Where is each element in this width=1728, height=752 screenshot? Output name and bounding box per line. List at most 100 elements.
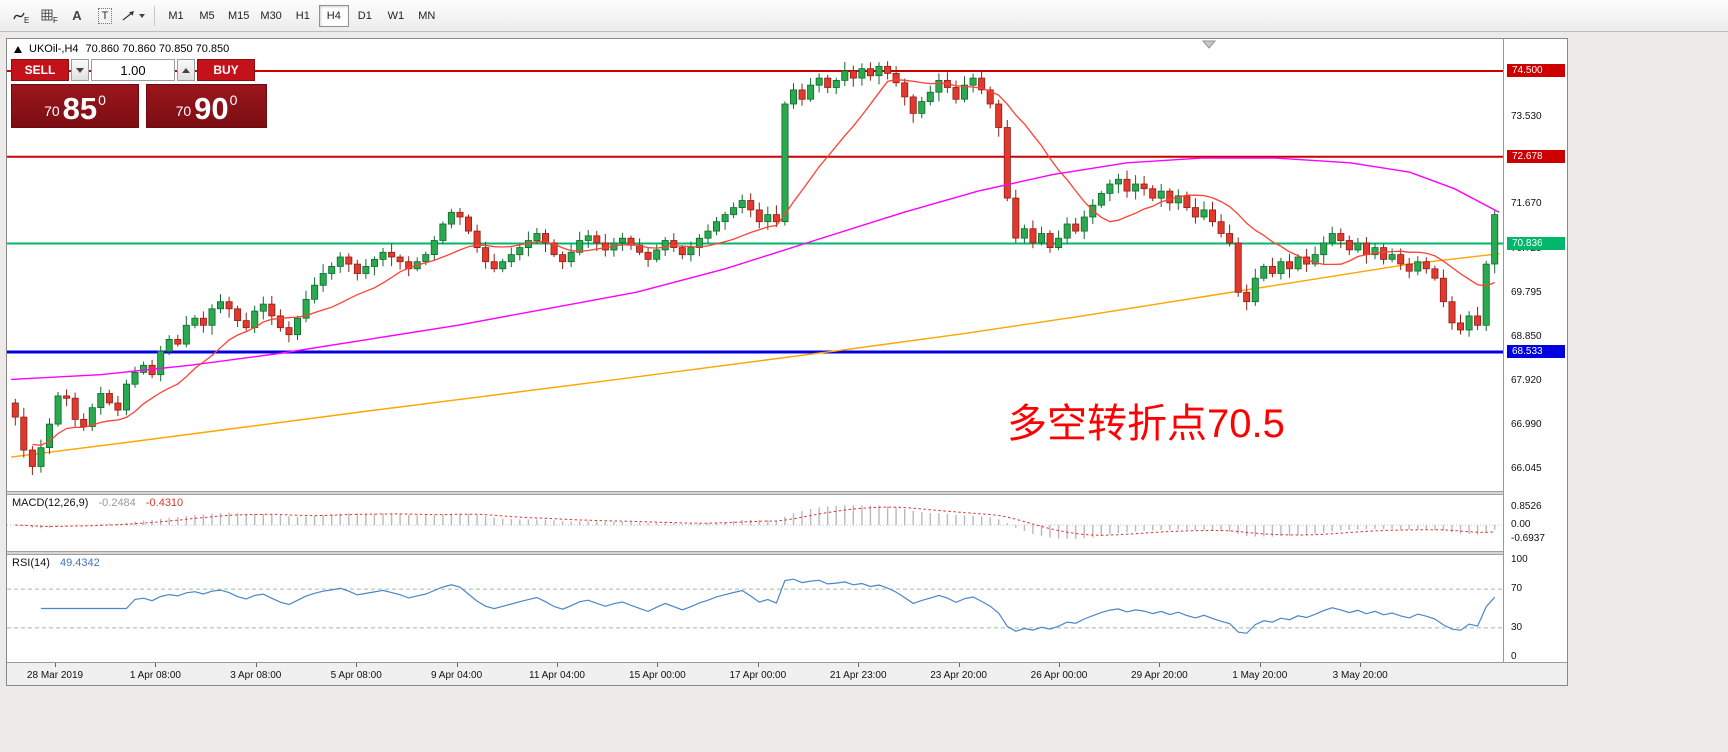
- macd-main-value: -0.2484: [98, 497, 136, 509]
- time-axis-label: 29 Apr 20:00: [1131, 670, 1188, 681]
- time-axis-tick: [356, 663, 358, 667]
- timeframe-button-h4[interactable]: H4: [318, 4, 349, 27]
- time-axis-tick: [255, 663, 257, 667]
- price-axis-tick: 66.990: [1511, 418, 1542, 430]
- ask-sup-digit: 0: [229, 92, 238, 108]
- time-axis-tick: [456, 663, 458, 667]
- timeframe-button-d1[interactable]: D1: [357, 9, 372, 22]
- rsi-canvas[interactable]: [7, 555, 1503, 662]
- ask-big-digits: 90: [194, 91, 229, 126]
- rsi-value: 49.4342: [59, 557, 100, 569]
- time-axis-tick: [1259, 663, 1261, 667]
- volume-decrease-button[interactable]: [71, 59, 89, 81]
- macd-canvas[interactable]: [7, 495, 1503, 551]
- time-axis-tick: [557, 663, 558, 667]
- svg-text:F: F: [53, 16, 58, 25]
- bid-price-display[interactable]: 70 85 0: [11, 84, 139, 128]
- time-axis-tick: [1159, 663, 1161, 667]
- macd-title: MACD(12,26,9): [12, 497, 89, 509]
- price-axis-tick: 68.850: [1511, 331, 1542, 343]
- price-axis-tick: 71.670: [1511, 198, 1542, 210]
- chevron-down-icon: [139, 13, 145, 18]
- time-axis-tick: [155, 663, 157, 667]
- time-axis-tick: [1059, 663, 1060, 667]
- arrow-shape-icon: [122, 11, 134, 21]
- boxed-t-icon: T: [97, 7, 113, 24]
- timeframe-button-h1[interactable]: H1: [295, 9, 310, 22]
- time-axis-tick: [55, 663, 56, 667]
- one-click-trading-panel: SELL BUY 70 85 0 70 90 0: [11, 59, 267, 128]
- time-axis-label: 21 Apr 23:00: [829, 670, 887, 681]
- chart-header: UKOil-,H4 70.860 70.860 70.850 70.850: [14, 43, 229, 55]
- time-axis[interactable]: 28 Mar 2019 1 Apr 08:00 3 Apr 08:00 5 Apr 0…: [7, 662, 1567, 685]
- svg-text:E: E: [24, 16, 29, 25]
- price-line-label: 72.678: [1507, 149, 1565, 163]
- buy-button[interactable]: BUY: [197, 59, 255, 81]
- caret-down-icon: [76, 67, 84, 73]
- macd-header: MACD(12,26,9) -0.2484 -0.4310: [12, 497, 183, 509]
- chart-window: UKOil-,H4 70.860 70.860 70.850 70.850 SE…: [6, 38, 1568, 686]
- price-line-label: 74.500: [1507, 64, 1565, 78]
- volume-increase-button[interactable]: [177, 59, 195, 81]
- price-axis[interactable]: 73.53071.67070.72569.79568.85067.92066.9…: [1503, 39, 1567, 662]
- shapes-tool-icon[interactable]: [120, 4, 146, 28]
- bid-sup-digit: 0: [98, 92, 106, 108]
- grid-icon: F: [41, 9, 58, 25]
- ask-prefix: 70: [175, 103, 192, 119]
- toolbar-separator: [154, 5, 155, 26]
- draw-tool-e-icon[interactable]: E: [8, 4, 34, 28]
- timeframe-button-mn[interactable]: MN: [418, 9, 436, 22]
- chart-ohlc-values: 70.860 70.860 70.850 70.850: [85, 43, 230, 55]
- time-axis-label: 1 May 20:00: [1232, 670, 1288, 681]
- timeframe-button-m15[interactable]: M15: [228, 9, 250, 22]
- time-axis-tick: [757, 663, 759, 667]
- quote-row: 70 85 0 70 90 0: [11, 84, 267, 128]
- price-axis-tick: 67.920: [1511, 374, 1542, 386]
- time-axis-label: 26 Apr 00:00: [1030, 670, 1088, 681]
- macd-signal-value: -0.4310: [145, 497, 184, 509]
- scribble-icon: E: [13, 12, 29, 25]
- bid-prefix: 70: [44, 103, 60, 119]
- text-tool-icon[interactable]: T: [92, 4, 118, 28]
- fast-ma-line: [32, 79, 1495, 446]
- candles: [11, 61, 1499, 475]
- rsi-axis-label: 30: [1511, 621, 1523, 633]
- chart-symbol-label: UKOil-,H4: [29, 43, 79, 55]
- time-axis-label: 11 Apr 04:00: [529, 670, 585, 681]
- timeframe-button-m5[interactable]: M5: [199, 9, 215, 22]
- rsi-axis-label: 0: [1511, 651, 1517, 662]
- rsi-title: RSI(14): [12, 557, 50, 569]
- time-axis-label: 1 Apr 08:00: [129, 670, 181, 681]
- timeframe-toolbar: M1 M5 M15 M30 H1 H4 D1 W1 MN: [161, 4, 443, 27]
- time-axis-label: 5 Apr 08:00: [330, 670, 382, 681]
- chart-annotation-text: 多空转折点70.5: [1007, 402, 1285, 446]
- macd-axis-label: -0.6937: [1511, 533, 1545, 545]
- time-axis-label: 28 Mar 2019: [26, 670, 84, 681]
- letter-a-icon: A: [72, 8, 82, 23]
- price-axis-tick: 69.795: [1511, 286, 1542, 298]
- text-label-tool-icon[interactable]: A: [64, 4, 90, 28]
- grid-tool-f-icon[interactable]: F: [36, 4, 62, 28]
- rsi-header: RSI(14) 49.4342: [12, 557, 100, 569]
- main-chart-canvas[interactable]: [7, 39, 1503, 491]
- time-axis-label: 3 Apr 08:00: [230, 670, 282, 681]
- chart-shift-marker-icon: [1201, 40, 1217, 49]
- timeframe-button-m1[interactable]: M1: [168, 9, 184, 22]
- time-axis-tick: [1360, 663, 1362, 667]
- panel-splitter[interactable]: [7, 491, 1567, 495]
- timeframe-button-w1[interactable]: W1: [387, 9, 405, 22]
- price-line-label: 68.533: [1507, 344, 1565, 358]
- panel-splitter[interactable]: [7, 551, 1567, 555]
- caret-up-icon: [182, 67, 190, 73]
- order-row: SELL BUY: [11, 59, 267, 81]
- rsi-line: [40, 578, 1496, 634]
- timeframe-button-m30[interactable]: M30: [260, 9, 282, 22]
- ask-price-display[interactable]: 70 90 0: [146, 84, 267, 128]
- macd-signal-line: [15, 506, 1495, 536]
- sell-button[interactable]: SELL: [11, 59, 69, 81]
- volume-input[interactable]: [91, 59, 175, 81]
- time-axis-tick: [858, 663, 860, 667]
- time-axis-tick: [657, 663, 659, 667]
- price-line-label: 70.836: [1507, 236, 1565, 250]
